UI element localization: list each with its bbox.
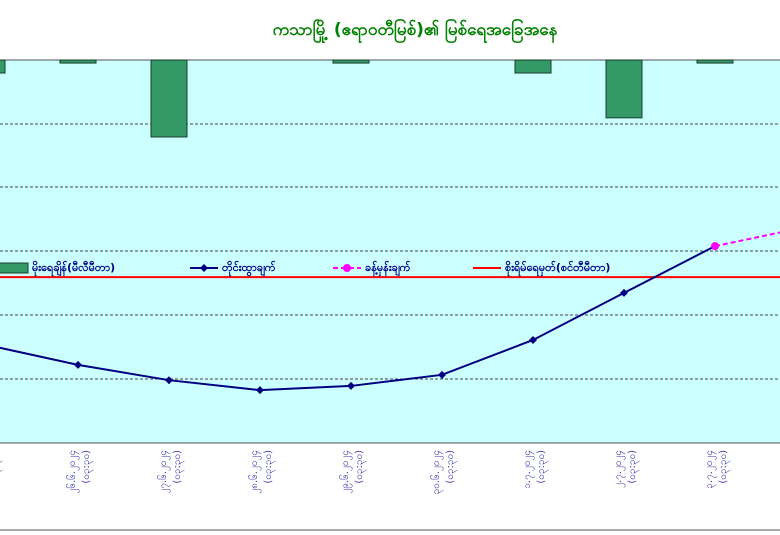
x-tick-label: (၀၃:၃၀) — [718, 450, 731, 484]
bar — [605, 59, 643, 119]
legend-marker — [343, 264, 351, 272]
legend-marker — [200, 264, 208, 272]
marker — [74, 360, 82, 369]
legend-label: ခန့်မှန်းချက် — [365, 260, 411, 277]
marker — [529, 335, 537, 344]
legend-label: တိုင်းထွာချက် — [222, 260, 276, 277]
x-tick-label: ၂.၇.၂၀၂၄ — [613, 450, 626, 488]
chart-title: ကသာမြို့ (ဧရာဝတီမြစ်)၏ မြစ်ရေအခြေအနေ — [273, 17, 558, 44]
bar — [332, 59, 370, 64]
bar — [696, 59, 734, 64]
x-tick-label: ၁.၇.၂၀၂၄ — [522, 450, 535, 489]
legend-swatch — [0, 262, 29, 274]
marker — [256, 386, 264, 395]
x-tick-label: ၂၉.၆.၂၀၂၄ — [338, 450, 353, 494]
x-tick-label: (၀၃:၃၀) — [627, 450, 640, 484]
legend-label: စိုးရိမ်ရေမှတ်(စင်တီမီတာ) — [505, 260, 610, 277]
x-tick-label: ၃၀.၆.၂၀၂၄ — [429, 450, 444, 494]
x-tick-label: ၂၇.၆.၂၀၂၄ — [156, 450, 171, 494]
grid — [0, 123, 780, 380]
marker — [711, 242, 719, 251]
x-tick-label: (၀၃:၃၀) — [81, 450, 94, 484]
x-tick-label: (၀၃:၃၀) — [263, 450, 276, 484]
bar — [514, 59, 552, 74]
bar — [59, 59, 97, 64]
x-tick-label: (၀၃:၃၀) — [445, 450, 458, 484]
marker — [165, 376, 173, 385]
marker — [347, 381, 355, 390]
x-tick-label: ၂၆.၆.၂၀၂၄ — [65, 450, 80, 494]
x-tick-label: ၃.၇.၂၀၂၄ — [704, 450, 717, 489]
marker — [620, 288, 628, 297]
bar — [150, 59, 188, 138]
legend-label: မိုးရေချိန်(မီလီမီတာ) — [32, 260, 115, 277]
x-tick-label: (၀၃:၃၀) — [536, 450, 549, 484]
x-tick-label: ၂၈.၆.၂၀၂၄ — [247, 450, 262, 494]
bar — [0, 59, 6, 74]
x-tick-label: (၀၃:၃၀) — [172, 450, 185, 484]
x-tick-label: (၀၃:၃၀) — [354, 450, 367, 484]
marker — [438, 370, 446, 379]
